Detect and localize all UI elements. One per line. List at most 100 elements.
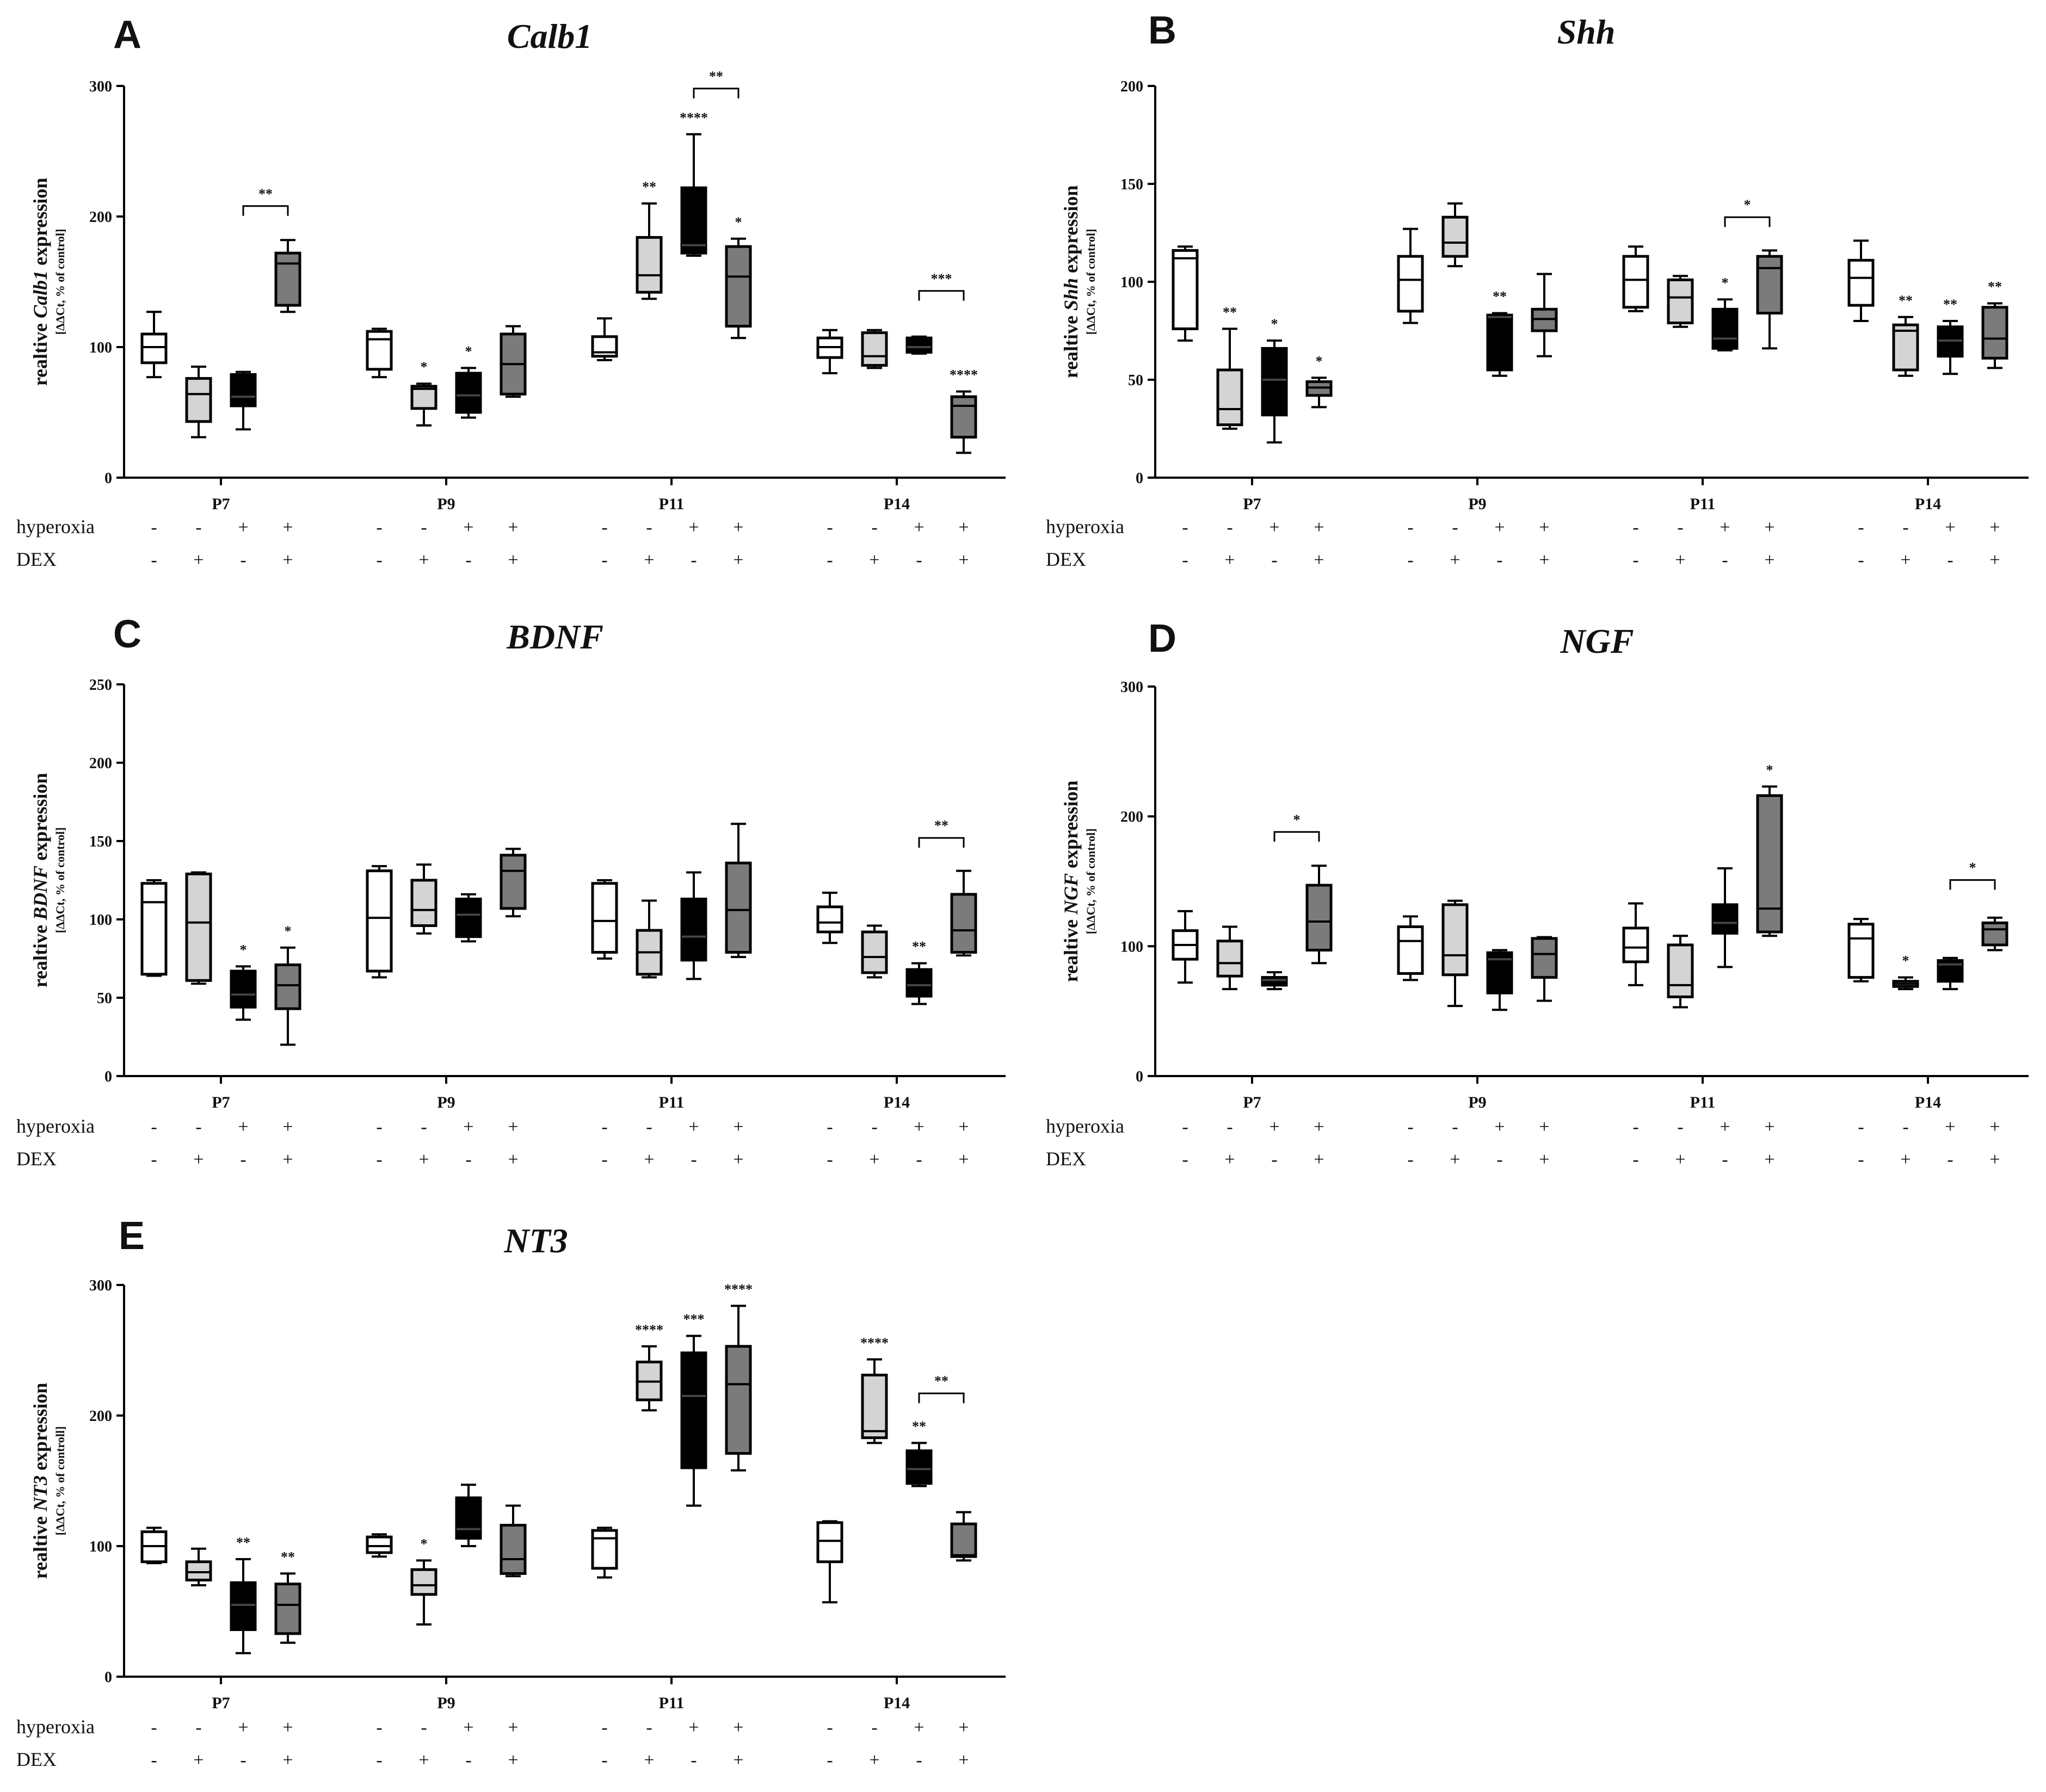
panel-b-box xyxy=(1667,275,1694,328)
panel-b-box-iqr xyxy=(1667,278,1694,325)
panel-e-dex-sign: - xyxy=(827,1750,833,1770)
panel-d: D NGF realtive NGF expression[ΔΔCt, % of c… xyxy=(1046,617,2029,1170)
panel-e-bracket-label: ** xyxy=(934,1373,948,1389)
panel-d-xcat-label: P14 xyxy=(1915,1093,1941,1111)
panel-d-hyperoxia-sign: - xyxy=(1407,1117,1413,1137)
panel-a-box-iqr xyxy=(950,395,977,439)
panel-e-ylabel-sub: [ΔΔCt, % of controll] xyxy=(53,1426,67,1536)
panel-b-box-iqr xyxy=(1622,255,1649,309)
panel-a-significance: **** xyxy=(680,110,708,126)
panel-c-dex-sign: - xyxy=(465,1150,471,1170)
panel-a-ytick-label: 0 xyxy=(104,470,112,487)
panel-d-hyperoxia-sign: - xyxy=(1858,1117,1864,1137)
panel-c-hyperoxia-sign: - xyxy=(646,1117,652,1137)
panel-b-ytick-label: 50 xyxy=(1128,372,1143,389)
panel-a-dex-sign: - xyxy=(691,550,697,570)
panel-b-box xyxy=(1261,339,1288,444)
panel-d-ytick-label: 100 xyxy=(1120,938,1143,955)
panel-d-hyperoxia-sign: + xyxy=(1314,1117,1324,1137)
panel-e-xcat-label: P11 xyxy=(659,1694,685,1712)
panel-c-title: BDNF xyxy=(506,617,603,656)
panel-a-xcat-label: P9 xyxy=(437,495,455,513)
panel-a-dex-sign: + xyxy=(418,550,429,570)
panel-d-hyperoxia-sign: + xyxy=(1764,1117,1774,1137)
panel-c-box xyxy=(905,962,933,1005)
panel-a-box xyxy=(140,311,168,379)
panel-e-box xyxy=(950,1511,977,1562)
panel-d-box xyxy=(1622,902,1649,986)
panel-b-bracket-label: * xyxy=(1744,197,1751,213)
panel-d-box xyxy=(1667,935,1694,1009)
panel-c-ytick-label: 50 xyxy=(97,990,112,1007)
panel-e-box-iqr xyxy=(816,1521,843,1564)
panel-e-xcat-label: P14 xyxy=(884,1694,910,1712)
panel-c-dex-sign: + xyxy=(508,1150,518,1170)
panel-b-ytick-label: 100 xyxy=(1120,274,1143,291)
panel-b-hyperoxia-sign: - xyxy=(1677,517,1683,537)
panel-e-hyperoxia-sign: - xyxy=(827,1717,833,1738)
panel-a-box xyxy=(366,327,393,379)
panel-e-box-iqr xyxy=(274,1583,301,1635)
panel-d-box-iqr xyxy=(1756,794,1783,934)
panel-c-box xyxy=(410,863,437,935)
panel-a: A Calb1 realtive Calb1 expression[ΔΔCt, % … xyxy=(16,13,1006,570)
panel-c-ytick-label: 200 xyxy=(89,755,112,772)
panel-b-dex-sign: - xyxy=(1632,550,1638,570)
panel-c-xcat-label: P9 xyxy=(437,1093,455,1111)
panel-b-box xyxy=(1847,239,1875,322)
panel-b-dex-sign: + xyxy=(1539,550,1549,570)
panel-d-letter: D xyxy=(1148,617,1176,660)
panel-d-hyperoxia-sign: + xyxy=(1989,1117,2000,1137)
panel-c-box-iqr xyxy=(950,893,977,954)
panel-d-box-iqr xyxy=(1667,943,1694,998)
panel-d-hyperoxia-sign: - xyxy=(1677,1117,1683,1137)
panel-c-box xyxy=(591,879,618,960)
panel-a-box-iqr xyxy=(861,331,888,367)
panel-a-box xyxy=(455,367,482,419)
panel-a-hyperoxia-sign: - xyxy=(871,517,877,537)
panel-b-title: Shh xyxy=(1557,13,1616,51)
panel-a-box xyxy=(500,325,527,398)
panel-d-box xyxy=(1892,976,1919,991)
panel-c-hyperoxia-sign: + xyxy=(914,1117,924,1137)
panel-c-box xyxy=(816,892,843,944)
panel-a-bracket-label: ** xyxy=(258,186,273,202)
panel-c-dex-sign: + xyxy=(958,1150,969,1170)
panel-a-box xyxy=(185,366,212,438)
panel-a-hyperoxia-sign: + xyxy=(958,517,969,537)
panel-c-hyperoxia-sign: - xyxy=(601,1117,607,1137)
panel-e-box-iqr xyxy=(366,1535,393,1554)
panel-b-xcat-label: P11 xyxy=(1690,495,1716,513)
panel-a-title: Calb1 xyxy=(507,17,592,55)
panel-b-hyperoxia-sign: - xyxy=(1182,517,1188,537)
panel-c-ylabel-sub: [ΔΔCt, % of control] xyxy=(53,827,67,934)
panel-d-significance: * xyxy=(1766,762,1773,778)
panel-c-dex-sign: - xyxy=(827,1150,833,1170)
panel-b-significance: ** xyxy=(1493,289,1507,305)
panel-b-box-iqr xyxy=(1711,307,1739,350)
panel-b: B Shh realtive Shh expression [ΔΔCt, % of c… xyxy=(1046,9,2029,570)
panel-e-box-iqr xyxy=(410,1568,437,1596)
panel-a-dex-sign: - xyxy=(151,550,157,570)
panel-e-box xyxy=(500,1504,527,1578)
panel-b-box-iqr xyxy=(1216,368,1243,427)
panel-c-hyperoxia-label: hyperoxia xyxy=(16,1115,95,1137)
panel-e-box xyxy=(680,1334,707,1507)
panel-a-ytick-label: 200 xyxy=(89,209,112,226)
panel-e-dex-sign: + xyxy=(644,1750,654,1770)
panel-e-hyperoxia-sign: - xyxy=(376,1717,382,1738)
panel-d-bracket-line xyxy=(1273,831,1320,842)
panel-c-box xyxy=(636,899,663,979)
panel-e-dex-sign: + xyxy=(869,1750,879,1770)
panel-d-hyperoxia-label: hyperoxia xyxy=(1046,1115,1124,1137)
panel-d-bracket-label: * xyxy=(1969,860,1976,876)
panel-c-bracket-line xyxy=(918,837,965,848)
panel-c-box-iqr xyxy=(816,905,843,934)
panel-c-box-iqr xyxy=(905,968,933,998)
panel-e-box-iqr xyxy=(591,1529,618,1570)
panel-a-xcat-label: P14 xyxy=(884,495,910,513)
panel-e-hyperoxia-sign: - xyxy=(151,1717,157,1738)
panel-d-dex-sign: - xyxy=(1496,1150,1502,1170)
panel-c-hyperoxia-sign: + xyxy=(463,1117,473,1137)
panel-d-box xyxy=(1847,918,1875,982)
